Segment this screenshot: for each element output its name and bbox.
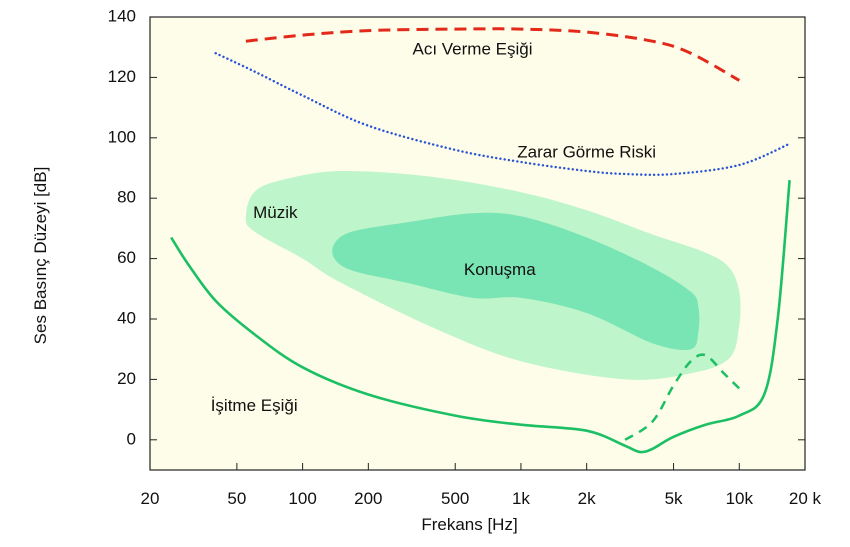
y-tick-label: 140 — [108, 6, 136, 25]
ticks-layer: 20 50 100 200 500 1k 2k 5k 10k 20 k 0 20 40 60 80 100 12… — [108, 6, 822, 508]
annotation-muzik: Müzik — [253, 203, 298, 222]
y-tick-label: 60 — [117, 248, 136, 267]
region-konusma — [332, 212, 700, 350]
series-threshold-masked-dashed — [624, 353, 741, 441]
x-tick-label: 100 — [288, 489, 316, 508]
annotations-layer: Acı Verme Eşiği Zarar Görme Riski Müzik Kon… — [211, 40, 656, 415]
annotation-aci-verme-esigi: Acı Verme Eşiği — [413, 40, 533, 59]
x-tick-label: 5k — [665, 489, 683, 508]
x-tick-label: 10k — [726, 489, 754, 508]
annotation-konusma: Konuşma — [464, 260, 536, 279]
x-tick-label: 20 k — [789, 489, 822, 508]
x-tick-label: 500 — [441, 489, 469, 508]
y-tick-label: 20 — [117, 369, 136, 388]
x-axis-label: Frekans [Hz] — [421, 515, 517, 534]
series-aci-verme-esigi — [245, 27, 741, 82]
y-tick-label: 80 — [117, 188, 136, 207]
regions-layer — [245, 170, 741, 380]
x-tick-label: 50 — [227, 489, 246, 508]
y-axis-label: Ses Basınç Düzeyi [dB] — [31, 167, 50, 345]
y-tick-label: 100 — [108, 127, 136, 146]
x-tick-label: 200 — [354, 489, 382, 508]
series-zarar-gorme-riski — [214, 52, 791, 177]
x-tick-label: 20 — [141, 489, 160, 508]
x-tick-label: 1k — [512, 489, 530, 508]
y-tick-label: 40 — [117, 308, 136, 327]
annotation-zarar-gorme-riski: Zarar Görme Riski — [517, 142, 656, 161]
plot-frame — [149, 16, 806, 471]
series-layer — [170, 27, 791, 454]
series-i-sitme-esigi — [170, 179, 791, 454]
annotation-i-sitme-esigi: İşitme Eşiği — [211, 396, 298, 415]
y-tick-label: 0 — [127, 429, 136, 448]
y-tick-label: 120 — [108, 67, 136, 86]
x-tick-label: 2k — [578, 489, 596, 508]
